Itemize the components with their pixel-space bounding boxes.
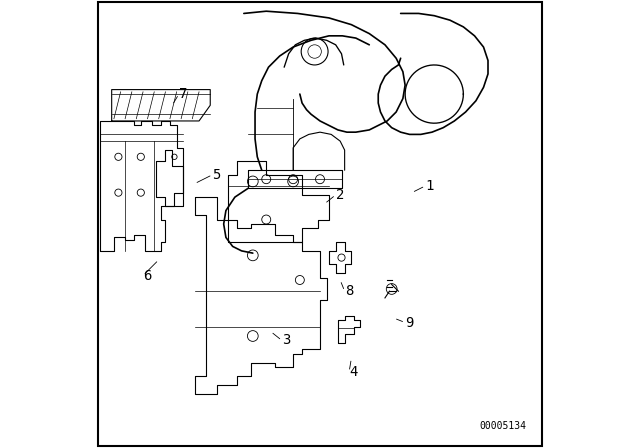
Text: 1: 1 bbox=[425, 179, 434, 193]
Text: 7: 7 bbox=[179, 87, 188, 101]
Text: 3: 3 bbox=[282, 333, 291, 348]
Text: 6: 6 bbox=[143, 268, 152, 283]
Text: 4: 4 bbox=[349, 365, 358, 379]
Text: 9: 9 bbox=[405, 315, 413, 330]
Text: 8: 8 bbox=[345, 284, 353, 298]
Text: 5: 5 bbox=[212, 168, 221, 182]
Text: 00005134: 00005134 bbox=[479, 421, 526, 431]
Text: 2: 2 bbox=[336, 188, 344, 202]
